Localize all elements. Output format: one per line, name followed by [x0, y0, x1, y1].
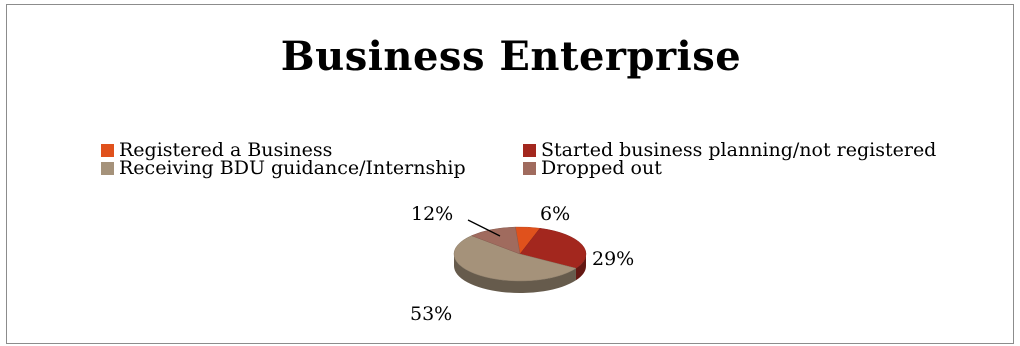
- legend-item-registered: Registered a Business: [101, 139, 332, 161]
- pie-slice-bdu-guidance: [453, 235, 577, 282]
- pie-slice-started-planning: [519, 227, 587, 269]
- legend-label-bdu-guidance: Receiving BDU guidance/Internship: [119, 157, 466, 179]
- data-label-dropped-out: 12%: [411, 203, 453, 225]
- pie-side-bdu-guidance: [454, 254, 576, 293]
- data-label-started-planning: 29%: [592, 248, 634, 270]
- legend-item-dropped-out: Dropped out: [523, 157, 662, 179]
- leader-line-dropped-out: [467, 219, 501, 237]
- legend-swatch-dropped-out: [523, 161, 536, 175]
- legend-swatch-started-planning: [523, 143, 536, 157]
- legend-item-started-planning: Started business planning/not registered: [523, 139, 936, 161]
- legend-swatch-bdu-guidance: [101, 161, 114, 175]
- pie-side-started-planning: [575, 254, 586, 281]
- legend-item-bdu-guidance: Receiving BDU guidance/Internship: [101, 157, 466, 179]
- data-label-registered: 6%: [540, 203, 570, 225]
- chart-title: Business Enterprise: [280, 33, 742, 80]
- data-label-bdu-guidance: 53%: [410, 303, 452, 325]
- legend-label-dropped-out: Dropped out: [541, 157, 662, 179]
- chart-frame: Business Enterprise: [6, 4, 1014, 344]
- pie-slice-dropped-out: [470, 226, 521, 255]
- legend-swatch-registered: [101, 143, 114, 157]
- legend-label-started-planning: Started business planning/not registered: [541, 139, 937, 161]
- legend-label-registered: Registered a Business: [119, 139, 333, 161]
